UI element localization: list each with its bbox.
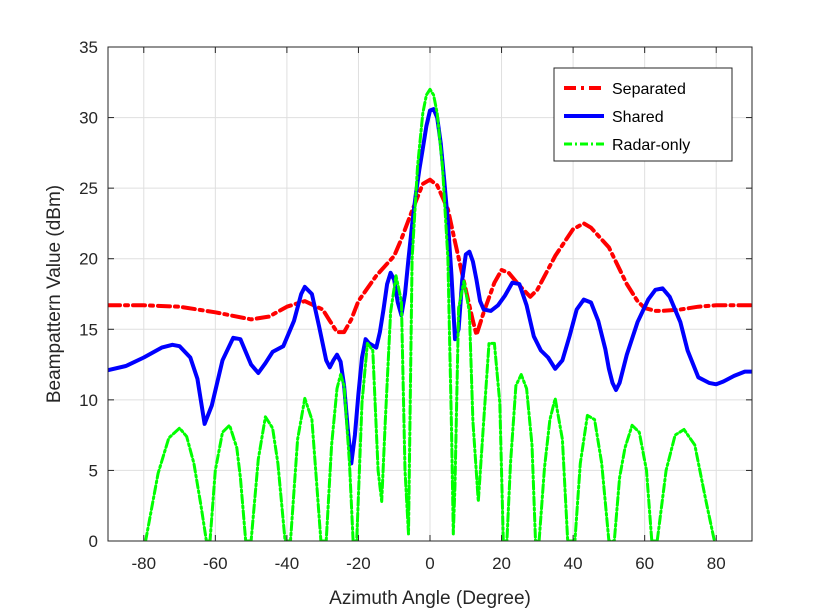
- series-line-shared: [108, 107, 752, 466]
- y-tick-label: 0: [89, 532, 98, 551]
- x-tick-label: 0: [425, 554, 434, 573]
- series-layer: [108, 87, 752, 541]
- y-tick-label: 5: [89, 461, 98, 480]
- ticks: -80 -60 -40 -20 0 20 40 60 80 0 5 10 15 20 25 30 35: [79, 38, 752, 573]
- x-tick-label: 20: [492, 554, 511, 573]
- x-tick-label: 60: [635, 554, 654, 573]
- y-tick-label: 20: [79, 250, 98, 269]
- y-axis-title: Beampattern Value (dBm): [44, 185, 65, 403]
- x-tick-label: -60: [203, 554, 228, 573]
- y-tick-label: 25: [79, 179, 98, 198]
- y-tick-label: 15: [79, 320, 98, 339]
- legend-label-separated: Separated: [612, 81, 686, 98]
- y-tick-label: 35: [79, 38, 98, 57]
- x-axis-title: Azimuth Angle (Degree): [329, 588, 531, 609]
- legend: Separated Shared Radar-only: [553, 67, 733, 162]
- legend-label-radar-only: Radar-only: [612, 137, 690, 154]
- x-tick-label: 80: [707, 554, 726, 573]
- y-tick-label: 10: [79, 391, 98, 410]
- x-tick-label: 40: [564, 554, 583, 573]
- x-tick-label: -20: [346, 554, 371, 573]
- legend-label-shared: Shared: [612, 109, 664, 126]
- series-line-radar-only: [144, 87, 716, 541]
- y-tick-label: 30: [79, 109, 98, 128]
- x-tick-label: -40: [275, 554, 300, 573]
- x-tick-label: -80: [131, 554, 156, 573]
